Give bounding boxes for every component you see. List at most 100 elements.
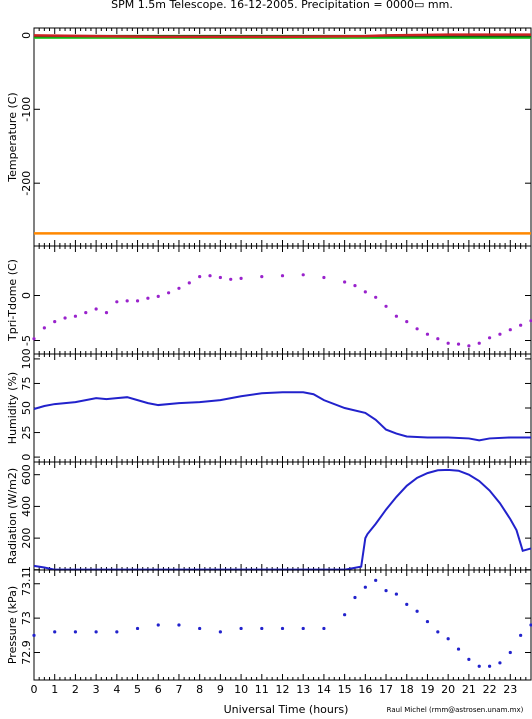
x-tick-label: 7 xyxy=(175,683,182,696)
y-tick-label: 0 xyxy=(20,454,33,461)
data-point xyxy=(363,585,367,589)
x-tick-label: 4 xyxy=(113,683,120,696)
y-tick-label: 0 xyxy=(20,32,33,39)
y-axis-label: Radiation (W/m2) xyxy=(6,468,19,564)
y-tick-label: -5 xyxy=(20,335,33,346)
data-point xyxy=(187,281,191,285)
y-axis-label: Temperature (C) xyxy=(6,92,19,182)
data-point xyxy=(394,592,398,596)
y-tick-label: 73 xyxy=(20,611,33,625)
series-line-blue xyxy=(33,391,531,442)
data-point xyxy=(436,337,440,341)
y-axis-label: Tpri-Tdome (C) xyxy=(6,259,19,342)
data-point xyxy=(125,299,129,303)
data-point xyxy=(280,626,285,631)
data-point xyxy=(208,274,212,278)
data-point xyxy=(53,320,57,324)
panel-frame xyxy=(33,245,532,355)
data-point xyxy=(218,630,222,634)
x-tick-label: 5 xyxy=(134,683,141,696)
x-tick-label: 2 xyxy=(72,683,79,696)
data-point xyxy=(73,630,78,634)
panel-frame xyxy=(33,461,532,571)
y-tick-label: 25 xyxy=(20,426,33,440)
data-point xyxy=(301,273,305,277)
data-point xyxy=(467,344,471,348)
x-tick-label: 16 xyxy=(358,683,372,696)
data-point xyxy=(519,633,523,637)
data-point xyxy=(260,275,264,279)
data-point xyxy=(218,275,222,280)
data-point xyxy=(115,630,119,634)
data-point xyxy=(198,275,202,279)
data-point xyxy=(135,626,140,631)
data-point xyxy=(456,342,461,346)
y-tick-label: -100 xyxy=(20,97,33,122)
data-point xyxy=(436,630,440,634)
data-point xyxy=(94,307,98,311)
data-point xyxy=(374,295,378,299)
x-tick-label: 14 xyxy=(317,683,331,696)
y-tick-label: 73.1 xyxy=(20,572,33,597)
x-tick-label: 12 xyxy=(276,683,290,696)
data-point xyxy=(135,299,140,303)
panel-frame xyxy=(33,353,532,463)
data-point xyxy=(260,626,264,631)
y-tick-label: 0 xyxy=(20,292,33,299)
data-point xyxy=(343,280,347,284)
credit-text: Raul Michel (rmm@astrosen.unam.mx) xyxy=(387,706,524,714)
data-point xyxy=(322,626,326,631)
data-point xyxy=(156,623,160,627)
data-point xyxy=(322,275,326,280)
data-point xyxy=(508,328,512,332)
data-point xyxy=(477,664,481,668)
data-point xyxy=(487,664,492,668)
x-tick-label: 1 xyxy=(51,683,58,696)
data-point xyxy=(394,314,398,318)
data-point xyxy=(84,311,88,315)
data-point xyxy=(374,578,378,582)
y-tick-label: -200 xyxy=(20,171,33,196)
x-axis-label: Universal Time (hours) xyxy=(224,703,349,716)
data-point xyxy=(529,319,532,323)
data-point xyxy=(467,657,471,661)
x-tick-label: 9 xyxy=(217,683,224,696)
data-point xyxy=(384,304,388,308)
data-point xyxy=(384,589,388,593)
data-point xyxy=(508,650,512,655)
x-tick-label: 18 xyxy=(400,683,414,696)
y-tick-label: 100 xyxy=(20,348,33,369)
y-axis-label: Pressure (kPa) xyxy=(6,586,19,664)
data-point xyxy=(32,337,36,341)
data-point xyxy=(498,332,502,336)
data-point xyxy=(415,609,419,613)
data-point xyxy=(104,311,109,315)
x-tick-label: 15 xyxy=(338,683,352,696)
x-tick-label: 10 xyxy=(234,683,248,696)
data-point xyxy=(529,623,532,627)
y-tick-label: 400 xyxy=(20,496,33,517)
data-point xyxy=(94,630,98,634)
x-tick-label: 23 xyxy=(503,683,517,696)
data-point xyxy=(73,314,78,318)
data-point xyxy=(239,276,243,280)
data-point xyxy=(229,277,233,281)
data-point xyxy=(177,623,181,627)
x-tick-label: 13 xyxy=(296,683,310,696)
data-point xyxy=(115,300,119,304)
data-point xyxy=(446,341,450,345)
data-point xyxy=(477,341,481,345)
y-tick-label: 600 xyxy=(20,464,33,485)
data-point xyxy=(63,316,67,320)
data-point xyxy=(53,630,57,634)
data-point xyxy=(363,290,367,294)
data-point xyxy=(280,274,285,278)
data-point xyxy=(456,647,461,651)
